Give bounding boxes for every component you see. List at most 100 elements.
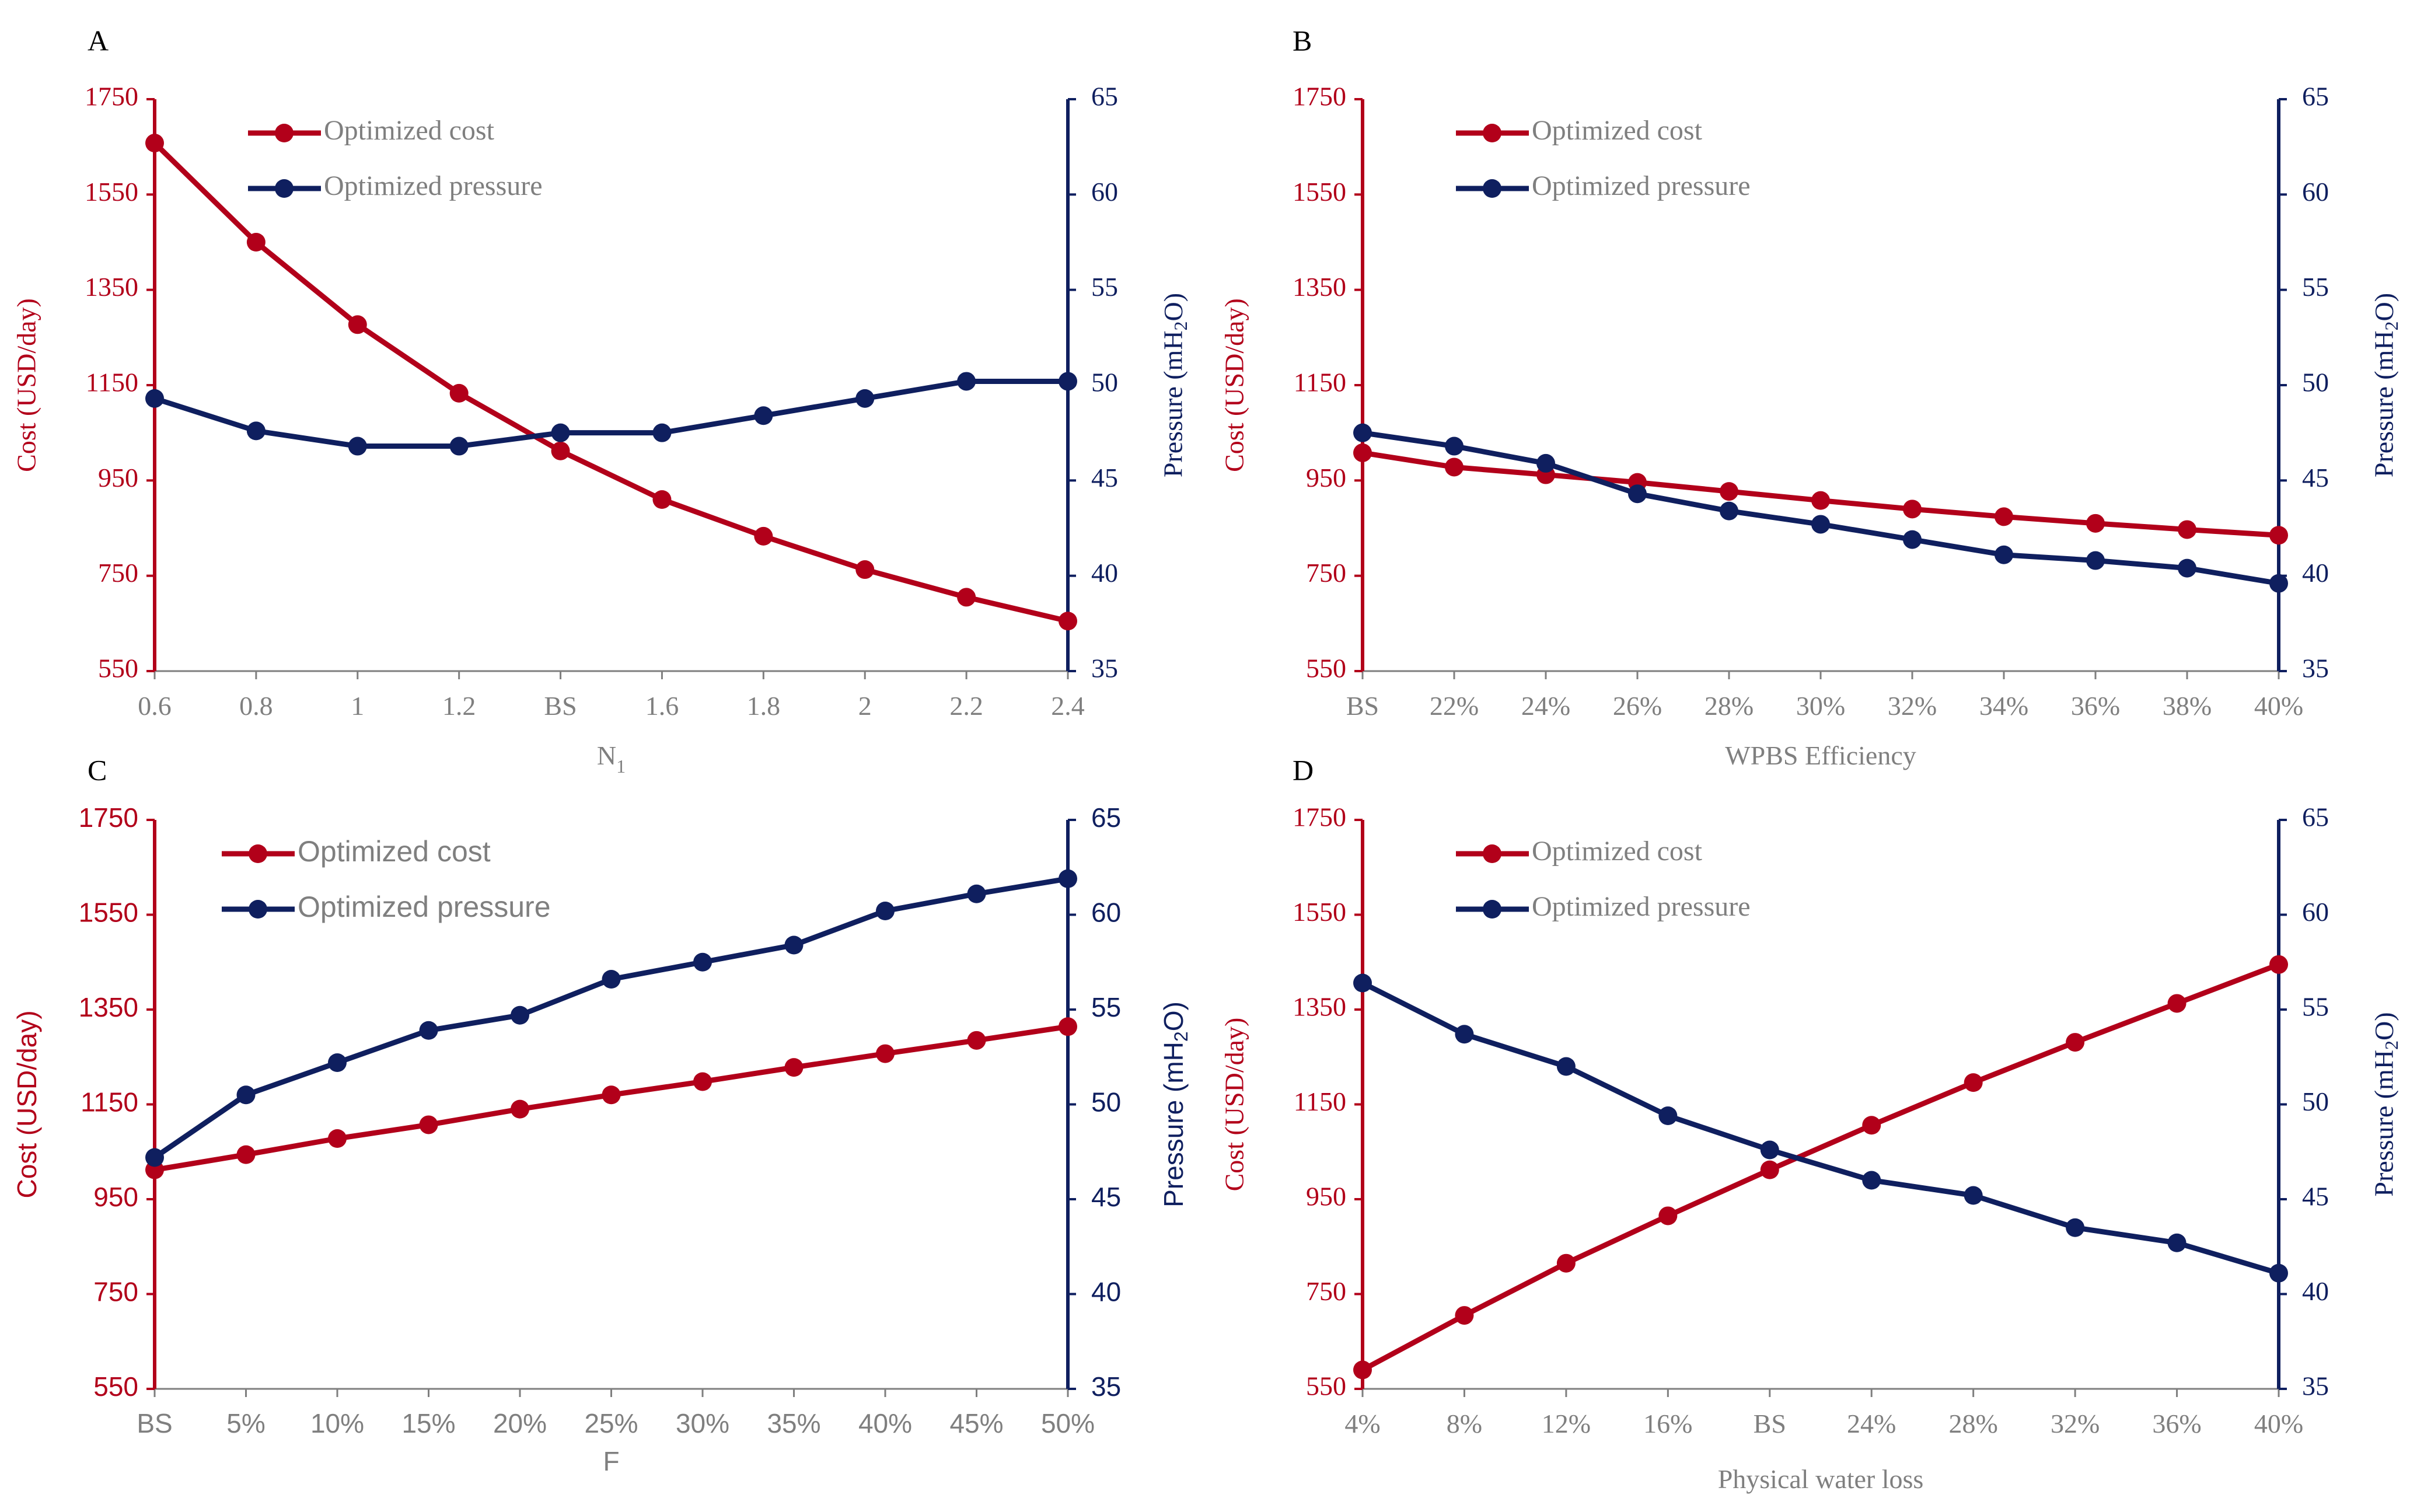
x-axis-title: WPBS Efficiency (1725, 741, 1916, 770)
x-tick-label: 24% (1521, 691, 1570, 721)
y-left-tick-label: 550 (93, 1371, 138, 1402)
data-point-cost (1903, 500, 1922, 519)
data-point-pressure (967, 884, 986, 903)
x-tick-label: 1.6 (645, 691, 679, 721)
data-point-cost (1059, 1017, 1077, 1036)
y-left-tick-label: 550 (98, 654, 138, 683)
y-right-tick-label: 40 (1091, 1277, 1121, 1307)
legend-marker (1483, 844, 1501, 863)
x-tick-label: 4% (1344, 1409, 1380, 1438)
data-point-pressure (652, 423, 672, 442)
data-point-cost (511, 1099, 529, 1119)
data-point-cost (1964, 1073, 1983, 1092)
x-tick-label: 32% (1888, 691, 1937, 721)
data-point-pressure (2167, 1233, 2187, 1252)
data-point-cost (1059, 612, 1077, 631)
data-point-cost (1720, 482, 1738, 501)
legend-label: Optimized pressure (298, 891, 551, 923)
data-point-pressure (2269, 574, 2288, 593)
x-tick-label: 2.4 (1051, 691, 1085, 721)
y-right-tick-label: 55 (2302, 272, 2329, 302)
data-point-pressure (551, 423, 570, 442)
series-line-pressure (153, 378, 1068, 449)
y-left-tick-label: 1550 (85, 177, 138, 207)
y-left-tick-label: 1550 (79, 898, 138, 928)
y-axis-left-title: Cost (USD/day) (12, 1010, 42, 1198)
y-left-tick-label: 1550 (1293, 177, 1346, 207)
x-tick-label: 30% (1796, 691, 1845, 721)
data-point-pressure (754, 406, 773, 425)
y-axis-right-title: Pressure (mH2O) (1158, 293, 1192, 477)
y-right-tick-label: 45 (2302, 1182, 2329, 1211)
x-tick-label: 1 (351, 691, 364, 721)
data-point-cost (1658, 1206, 1678, 1225)
data-point-cost (602, 1085, 621, 1105)
y-right-tick-label: 50 (2302, 368, 2329, 397)
legend-marker (249, 844, 267, 863)
data-point-cost (419, 1115, 438, 1134)
data-point-cost (855, 560, 875, 579)
x-tick-label: 35% (767, 1408, 820, 1438)
data-point-cost (1353, 443, 1372, 462)
x-tick-label: 40% (2254, 1409, 2303, 1438)
y-axis-right-title: Pressure (mH2O) (2369, 293, 2402, 477)
x-tick-label: 36% (2152, 1409, 2201, 1438)
data-point-cost (551, 441, 570, 460)
chart-panel-a: A 0.6 0.8 1 1.2 BS 1.6 1.8 2 2.2 2.4 N1 550 750 950 115… (12, 24, 1192, 777)
data-point-cost (449, 383, 469, 403)
panel-letter: B (1293, 24, 1312, 57)
y-axis-left-title: Cost (USD/day) (1220, 298, 1249, 472)
y-left-tick-label: 550 (1306, 654, 1346, 683)
data-point-cost (328, 1129, 347, 1148)
data-point-cost (2066, 1033, 2085, 1052)
x-tick-label: 1.2 (442, 691, 476, 721)
legend-label: Optimized cost (324, 115, 495, 146)
y-right-tick-label: 55 (2302, 992, 2329, 1022)
y-right-tick-label: 35 (2302, 1371, 2329, 1401)
data-point-cost (754, 526, 773, 546)
data-point-pressure (511, 1005, 529, 1025)
data-point-pressure (145, 389, 164, 408)
data-point-pressure (1811, 515, 1830, 534)
data-point-pressure (2269, 1263, 2288, 1283)
x-tick-label: 45% (949, 1408, 1003, 1438)
x-tick-label: BS (1754, 1409, 1786, 1438)
data-point-cost (876, 1044, 895, 1063)
data-point-cost (1455, 1306, 1474, 1325)
y-left-tick-label: 750 (1306, 1276, 1346, 1306)
legend-marker (275, 179, 294, 198)
y-axis-left-title: Cost (USD/day) (1220, 1018, 1249, 1192)
y-right-tick-label: 65 (1091, 82, 1118, 111)
data-point-pressure (1862, 1171, 1881, 1190)
data-point-cost (2178, 520, 2196, 539)
y-left-tick-label: 950 (93, 1182, 138, 1212)
data-point-cost (1995, 507, 2013, 526)
y-right-tick-label: 35 (1091, 1371, 1121, 1402)
data-point-cost (693, 1072, 712, 1091)
x-tick-label: 1.8 (747, 691, 781, 721)
legend-label: Optimized pressure (1532, 170, 1751, 201)
data-point-pressure (1353, 973, 1372, 993)
panel-letter: D (1293, 753, 1314, 786)
x-tick-label: 34% (1979, 691, 2028, 721)
data-point-cost (246, 233, 266, 252)
data-point-cost (1811, 491, 1830, 510)
data-point-pressure (1455, 1025, 1474, 1044)
data-point-cost (348, 315, 367, 334)
legend-marker (1483, 900, 1501, 919)
data-point-cost (236, 1145, 256, 1164)
data-point-cost (2269, 955, 2288, 974)
y-right-tick-label: 35 (1091, 654, 1118, 683)
x-tick-label: 16% (1643, 1409, 1692, 1438)
data-point-pressure (1964, 1186, 1983, 1205)
y-right-tick-label: 45 (1091, 463, 1118, 493)
y-right-tick-label: 55 (1091, 272, 1118, 302)
legend-label: Optimized cost (1532, 836, 1703, 867)
data-point-cost (1353, 1360, 1372, 1380)
y-right-tick-label: 60 (2302, 177, 2329, 207)
x-tick-label: BS (544, 691, 577, 721)
y-left-tick-label: 1750 (79, 802, 138, 833)
data-point-pressure (876, 902, 895, 920)
y-right-tick-label: 60 (2302, 897, 2329, 927)
data-point-pressure (348, 437, 367, 456)
